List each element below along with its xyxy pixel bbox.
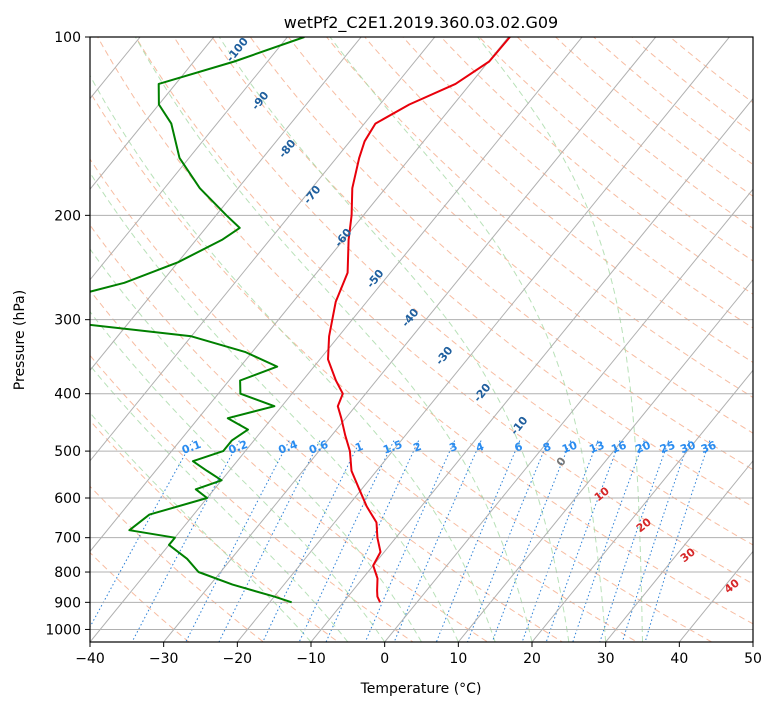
mixing-ratio-label: 20: [634, 438, 653, 456]
isotherm-line: [236, 37, 731, 642]
mixing-ratio-line: [131, 440, 240, 642]
mixing-ratio-label: 3: [448, 440, 460, 455]
temperature-profile-line: [327, 37, 511, 603]
mixing-ratio-line: [185, 440, 290, 642]
dry-adiabat-line: [90, 485, 265, 642]
moist-adiabat-line: [134, 37, 533, 642]
mixing-ratio-line: [364, 440, 456, 642]
mixing-ratio-label: 0.2: [227, 438, 250, 457]
dry-adiabat-line: [90, 91, 713, 642]
isotherm-line: [90, 37, 289, 281]
dewpoint-profile-line: [90, 37, 305, 604]
isotherm-line: [90, 37, 215, 190]
x-tick-label: 0: [380, 651, 389, 667]
isotherm-line: [384, 188, 753, 642]
mixing-ratio-line: [621, 440, 690, 642]
y-tick-label: 700: [54, 531, 81, 547]
y-axis-label: Pressure (hPa): [12, 290, 28, 390]
isotherm-line: [531, 369, 753, 642]
isotherm-line: [90, 37, 436, 462]
isotherm-line: [90, 37, 510, 553]
x-tick-label: 40: [670, 651, 688, 667]
dry-adiabat-line: [402, 37, 753, 329]
x-axis-label: Temperature (°C): [360, 681, 482, 697]
mixing-ratio-label: 1.5: [381, 438, 404, 457]
mixing-ratio-label: 36: [699, 438, 718, 456]
isotherm-line: [90, 37, 362, 372]
x-tick-label: −10: [296, 651, 326, 667]
y-tick-label: 400: [54, 387, 81, 403]
dry-adiabat-line: [631, 37, 753, 134]
mixing-ratio-line: [572, 440, 645, 642]
mixing-ratio-label: 0.6: [307, 438, 330, 457]
moist-adiabat-line: [90, 310, 386, 642]
dry-adiabat-line: [135, 37, 753, 585]
y-tick-label: 600: [54, 491, 81, 507]
x-tick-label: 10: [449, 651, 467, 667]
x-tick-label: 20: [523, 651, 541, 667]
dry-adiabat-line: [211, 37, 753, 508]
dry-adiabat-line: [287, 37, 753, 434]
dry-adiabat-line: [90, 224, 564, 642]
dry-adiabat-line: [554, 37, 753, 197]
mixing-ratio-label: 0.1: [180, 438, 203, 457]
plot-frame: [89, 36, 754, 643]
x-tick-label: −20: [223, 651, 253, 667]
dry-adiabat-line: [440, 37, 753, 295]
mixing-ratio-label: 10: [560, 438, 579, 456]
dry-adiabat-line: [90, 289, 489, 642]
mixing-ratio-label: 2: [412, 440, 424, 455]
chart-data-lines: [90, 37, 511, 604]
x-tick-label: −40: [75, 651, 105, 667]
mixing-ratio-label: 8: [541, 440, 553, 455]
mixing-ratio-label: 25: [658, 439, 677, 456]
dry-adiabat-line: [669, 37, 753, 104]
x-tick-label: 50: [744, 651, 762, 667]
isotherm-line: [163, 37, 657, 642]
mixing-ratio-label: 4: [474, 440, 486, 455]
chart-axes: −40 −30 −20 −10 0 10 20 30 40 5010020030040050060…: [45, 30, 762, 667]
y-tick-label: 500: [54, 444, 81, 460]
mixing-ratio-label: 6: [513, 440, 525, 455]
x-tick-label: −30: [149, 651, 179, 667]
mixing-ratio-line: [644, 440, 711, 642]
mixing-ratio-label: 16: [609, 438, 628, 456]
isotherm-line: [457, 278, 753, 642]
y-tick-label: 900: [54, 595, 81, 611]
moist-adiabat-line: [218, 37, 570, 642]
isotherm-line: [90, 37, 583, 642]
dry-adiabat-line: [90, 158, 639, 642]
mixing-ratio-line: [298, 440, 395, 642]
isotherm-line: [310, 97, 753, 642]
y-tick-label: 200: [54, 208, 81, 224]
mixing-ratio-line: [435, 440, 521, 642]
moist-adiabat-line: [477, 37, 643, 642]
dry-adiabat-line: [516, 37, 753, 229]
moist-adiabat-line: [90, 74, 496, 642]
mixing-ratio-label: 0.4: [277, 438, 300, 457]
mixing-ratio-line: [393, 440, 482, 642]
y-tick-label: 300: [54, 313, 81, 329]
y-tick-label: 800: [54, 565, 81, 581]
x-tick-label: 30: [597, 651, 615, 667]
chart-title: wetPf2_C2E1.2019.360.03.02.G09: [284, 13, 558, 33]
mixing-ratio-line: [90, 440, 194, 628]
y-tick-label: 100: [54, 30, 81, 46]
mixing-ratio-label: 1: [353, 440, 365, 455]
mixing-ratio-label: 13: [587, 439, 606, 456]
dry-adiabat-line: [90, 354, 414, 642]
y-tick-label: 1000: [45, 622, 81, 638]
moist-adiabat-line: [90, 248, 422, 642]
moist-adiabat-line: [329, 37, 607, 642]
isotherm-line: [605, 460, 753, 642]
dry-adiabat-line: [173, 37, 753, 546]
mixing-ratio-line: [599, 440, 670, 642]
mixing-ratio-label: 30: [679, 438, 698, 456]
dry-adiabat-line: [249, 37, 753, 471]
